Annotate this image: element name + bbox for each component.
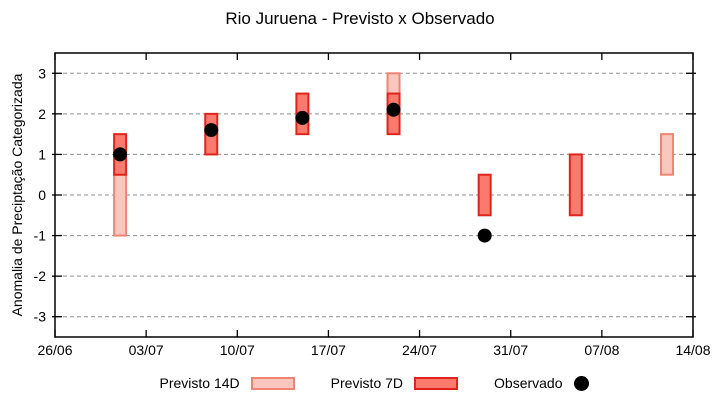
plot-border (54, 52, 694, 338)
x-tick-label: 14/08 (675, 342, 710, 358)
legend-label-observado: Observado (494, 375, 563, 391)
bar-previsto-14d (113, 173, 128, 237)
dot-observado (477, 228, 492, 243)
y-tick-label: 0 (38, 187, 46, 203)
x-tick-label: 24/07 (402, 342, 437, 358)
chart-title: Rio Juruena - Previsto x Observado (225, 9, 495, 28)
legend-swatch-previsto-7d (414, 376, 459, 390)
bar-previsto-7d (477, 173, 492, 217)
legend-item-previsto-7d: Previsto 7D (330, 375, 459, 391)
y-tick-label: -3 (34, 309, 47, 325)
y-tick-label: 3 (38, 65, 46, 81)
bar-previsto-14d (386, 72, 401, 95)
y-tick-label: 2 (38, 106, 46, 122)
y-tick-label: 1 (38, 146, 46, 162)
legend-label-previsto-14d: Previsto 14D (159, 375, 240, 391)
legend-label-previsto-7d: Previsto 7D (330, 375, 404, 391)
y-tick-label: -2 (34, 268, 47, 284)
x-tick-label: 10/07 (220, 342, 255, 358)
legend-item-previsto-14d: Previsto 14D (160, 375, 295, 391)
x-tick-label: 17/07 (311, 342, 346, 358)
bar-previsto-14d (659, 133, 674, 176)
bar-previsto-7d (568, 153, 583, 217)
dot-observado (386, 102, 401, 117)
x-tick-label: 03/07 (129, 342, 164, 358)
legend-item-observado: Observado (494, 375, 589, 391)
legend: Previsto 14D Previsto 7D Observado (55, 375, 693, 391)
legend-swatch-previsto-14d (250, 376, 295, 390)
legend-marker-observado-icon (573, 375, 589, 391)
dot-observado (113, 147, 128, 162)
x-tick-label: 31/07 (493, 342, 528, 358)
y-tick-label: -1 (34, 228, 47, 244)
x-tick-label: 07/08 (584, 342, 619, 358)
x-tick-label: 26/06 (37, 342, 72, 358)
dot-observado (295, 110, 310, 125)
dot-observado (204, 123, 219, 138)
